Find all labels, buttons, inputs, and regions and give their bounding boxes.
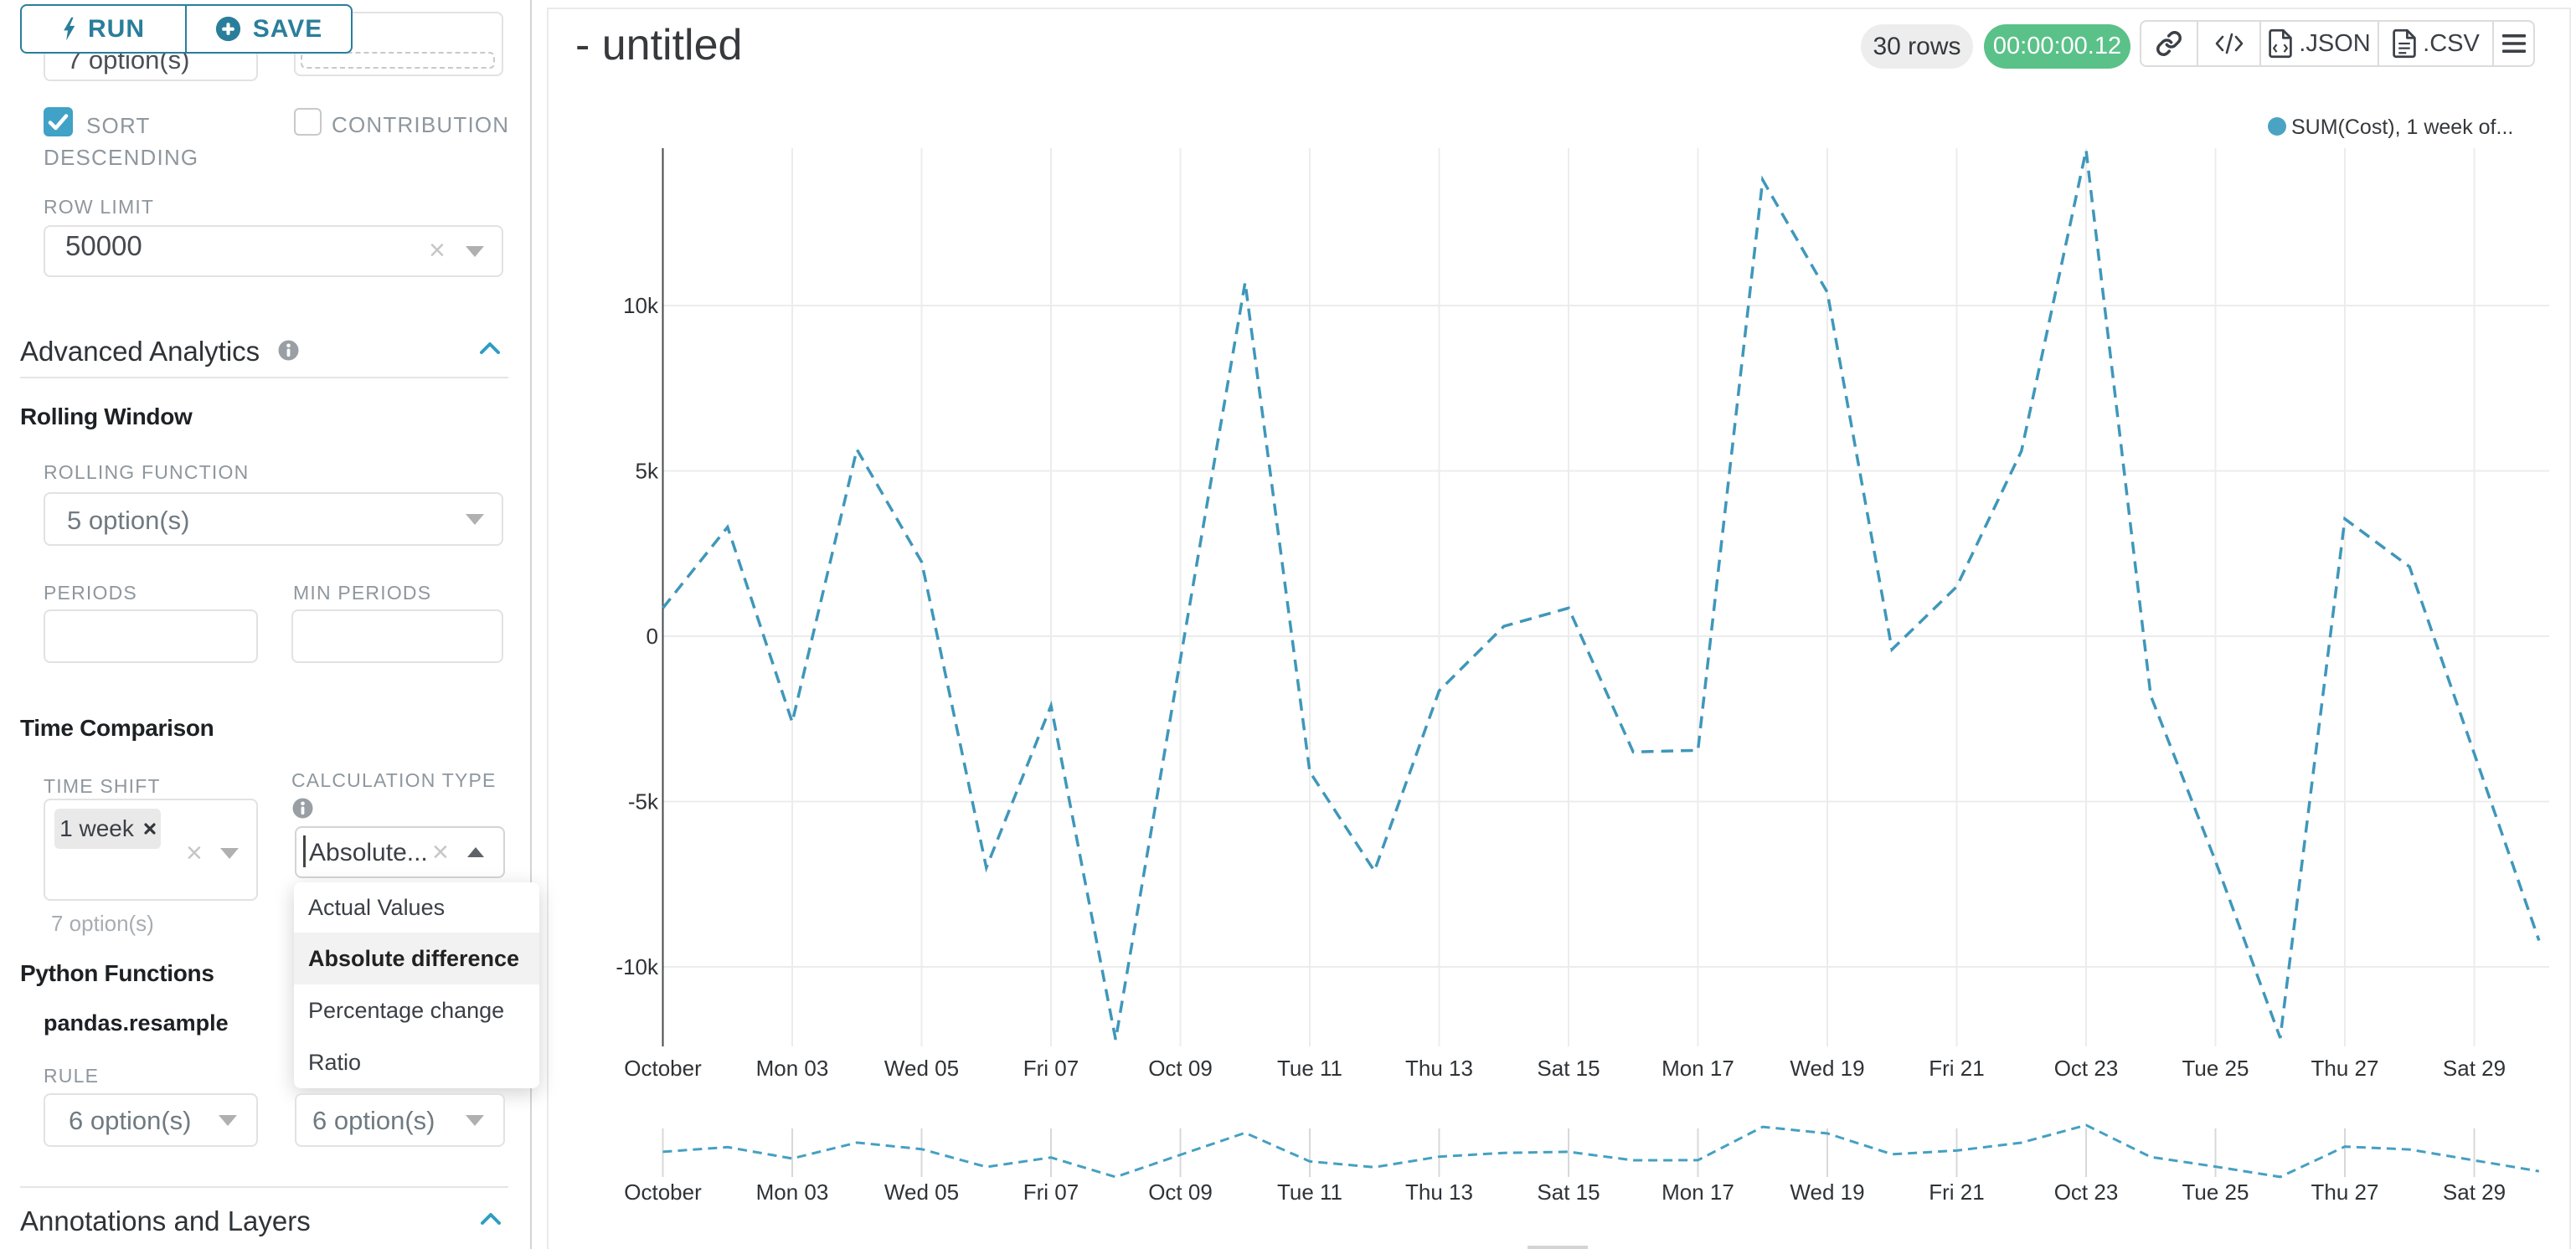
svg-text:Thu 13: Thu 13 <box>1405 1056 1473 1081</box>
svg-text:Thu 27: Thu 27 <box>2311 1180 2379 1205</box>
svg-text:Tue 11: Tue 11 <box>1277 1180 1342 1205</box>
svg-text:Tue 25: Tue 25 <box>2182 1056 2249 1081</box>
svg-text:Sat 29: Sat 29 <box>2443 1180 2506 1205</box>
svg-text:October: October <box>624 1056 702 1081</box>
svg-text:Mon 17: Mon 17 <box>1662 1056 1734 1081</box>
svg-text:Tue 11: Tue 11 <box>1277 1056 1342 1081</box>
svg-text:Fri 07: Fri 07 <box>1023 1180 1079 1205</box>
svg-text:Mon 03: Mon 03 <box>756 1056 829 1081</box>
svg-text:10k: 10k <box>623 293 659 318</box>
svg-text:Fri 07: Fri 07 <box>1023 1056 1079 1081</box>
svg-text:Thu 13: Thu 13 <box>1405 1180 1473 1205</box>
svg-text:Thu 27: Thu 27 <box>2311 1056 2379 1081</box>
svg-text:Sat 15: Sat 15 <box>1537 1056 1600 1081</box>
svg-text:Oct 23: Oct 23 <box>2054 1056 2119 1081</box>
svg-text:-5k: -5k <box>628 789 659 815</box>
svg-text:SUM(Cost), 1 week of...: SUM(Cost), 1 week of... <box>2291 116 2513 139</box>
svg-text:Oct 23: Oct 23 <box>2054 1180 2119 1205</box>
svg-text:Mon 03: Mon 03 <box>756 1180 829 1205</box>
svg-text:Fri 21: Fri 21 <box>1929 1056 1984 1081</box>
svg-text:Tue 25: Tue 25 <box>2182 1180 2249 1205</box>
svg-text:0: 0 <box>647 624 658 649</box>
svg-text:Fri 21: Fri 21 <box>1929 1180 1984 1205</box>
svg-text:Oct 09: Oct 09 <box>1148 1180 1213 1205</box>
svg-text:Wed 19: Wed 19 <box>1790 1180 1864 1205</box>
svg-text:5k: 5k <box>636 459 659 484</box>
svg-text:Mon 17: Mon 17 <box>1662 1180 1734 1205</box>
svg-text:Oct 09: Oct 09 <box>1148 1056 1213 1081</box>
svg-text:Wed 19: Wed 19 <box>1790 1056 1864 1081</box>
svg-text:Wed 05: Wed 05 <box>884 1180 959 1205</box>
svg-text:Wed 05: Wed 05 <box>884 1056 959 1081</box>
svg-text:Sat 15: Sat 15 <box>1537 1180 1600 1205</box>
svg-text:Sat 29: Sat 29 <box>2443 1056 2506 1081</box>
svg-text:-10k: -10k <box>616 954 659 979</box>
svg-text:October: October <box>624 1180 702 1205</box>
